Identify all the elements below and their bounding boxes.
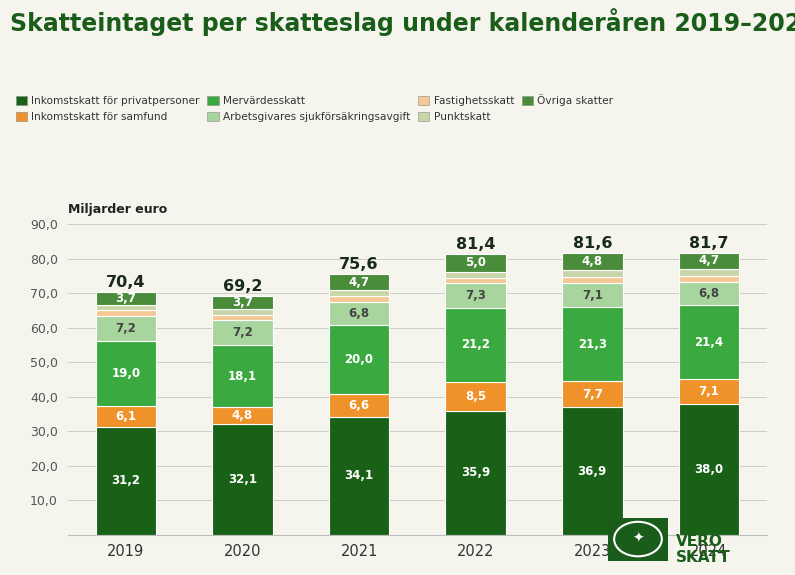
Text: 75,6: 75,6 [339, 257, 379, 272]
Bar [562, 270, 622, 277]
Text: 3,7: 3,7 [115, 292, 136, 305]
Bar [95, 310, 156, 316]
Bar [562, 308, 622, 381]
Bar [212, 296, 273, 309]
Text: 19,0: 19,0 [111, 367, 141, 380]
Text: 7,2: 7,2 [232, 326, 253, 339]
Bar [95, 340, 156, 406]
Bar [95, 427, 156, 535]
Bar [445, 382, 506, 411]
Bar [562, 381, 622, 408]
Text: ✦: ✦ [632, 532, 644, 546]
Text: Miljarder euro: Miljarder euro [68, 202, 167, 216]
Text: 36,9: 36,9 [578, 465, 607, 478]
Text: 7,7: 7,7 [582, 388, 603, 401]
Bar [679, 404, 739, 535]
Text: 31,2: 31,2 [111, 474, 141, 488]
Text: 7,2: 7,2 [115, 321, 136, 335]
Bar [679, 269, 739, 277]
Bar [95, 305, 156, 310]
Text: 69,2: 69,2 [223, 279, 262, 294]
Text: VERO
SKATT: VERO SKATT [676, 534, 731, 565]
Bar [212, 309, 273, 315]
Text: 81,7: 81,7 [689, 236, 729, 251]
Text: 4,7: 4,7 [698, 255, 719, 267]
Legend: Inkomstskatt för privatpersoner, Inkomstskatt för samfund, Mervärdesskatt, Arbet: Inkomstskatt för privatpersoner, Inkomst… [16, 94, 614, 122]
Text: 81,4: 81,4 [456, 237, 495, 252]
Bar [329, 394, 390, 417]
Bar [212, 424, 273, 535]
Text: 38,0: 38,0 [694, 463, 723, 476]
Text: 18,1: 18,1 [228, 370, 257, 383]
Bar [679, 282, 739, 305]
Text: 35,9: 35,9 [461, 466, 491, 480]
Bar [445, 271, 506, 278]
Text: 32,1: 32,1 [228, 473, 257, 486]
Text: 21,4: 21,4 [694, 336, 723, 349]
Bar [95, 316, 156, 340]
Text: 21,3: 21,3 [578, 338, 607, 351]
Text: 70,4: 70,4 [106, 275, 145, 290]
Bar [212, 345, 273, 408]
Bar [212, 320, 273, 345]
Text: 3,7: 3,7 [232, 296, 253, 309]
Bar [212, 315, 273, 320]
Bar [562, 408, 622, 535]
Text: 34,1: 34,1 [344, 469, 374, 482]
Text: 6,8: 6,8 [348, 307, 370, 320]
Bar [445, 308, 506, 382]
Bar [329, 274, 390, 290]
Text: 20,0: 20,0 [344, 353, 374, 366]
Bar [95, 292, 156, 305]
Bar [445, 411, 506, 535]
Bar [679, 305, 739, 379]
Text: 7,3: 7,3 [465, 289, 486, 302]
Bar [329, 296, 390, 302]
Bar [445, 254, 506, 271]
Text: 81,6: 81,6 [572, 236, 612, 251]
Bar [329, 290, 390, 296]
Text: 6,1: 6,1 [115, 410, 137, 423]
Text: 6,8: 6,8 [698, 287, 719, 300]
Bar [562, 253, 622, 270]
Text: 21,2: 21,2 [461, 339, 491, 351]
Text: 8,5: 8,5 [465, 390, 487, 402]
Bar [562, 283, 622, 308]
Bar [95, 406, 156, 427]
Text: 4,7: 4,7 [348, 275, 370, 289]
Bar [445, 283, 506, 308]
Bar [329, 325, 390, 394]
Bar [329, 302, 390, 325]
Bar [212, 408, 273, 424]
Text: 5,0: 5,0 [465, 256, 487, 270]
Bar [329, 417, 390, 535]
Text: 7,1: 7,1 [699, 385, 719, 398]
Text: 7,1: 7,1 [582, 289, 603, 302]
Text: Skatteintaget per skatteslag under kalenderåren 2019–2024: Skatteintaget per skatteslag under kalen… [10, 9, 795, 36]
Bar [679, 277, 739, 282]
Bar [679, 379, 739, 404]
Text: 4,8: 4,8 [582, 255, 603, 268]
Bar [679, 253, 739, 269]
Text: 6,6: 6,6 [348, 399, 370, 412]
Bar [445, 278, 506, 283]
Text: 4,8: 4,8 [232, 409, 253, 422]
Bar [562, 277, 622, 283]
